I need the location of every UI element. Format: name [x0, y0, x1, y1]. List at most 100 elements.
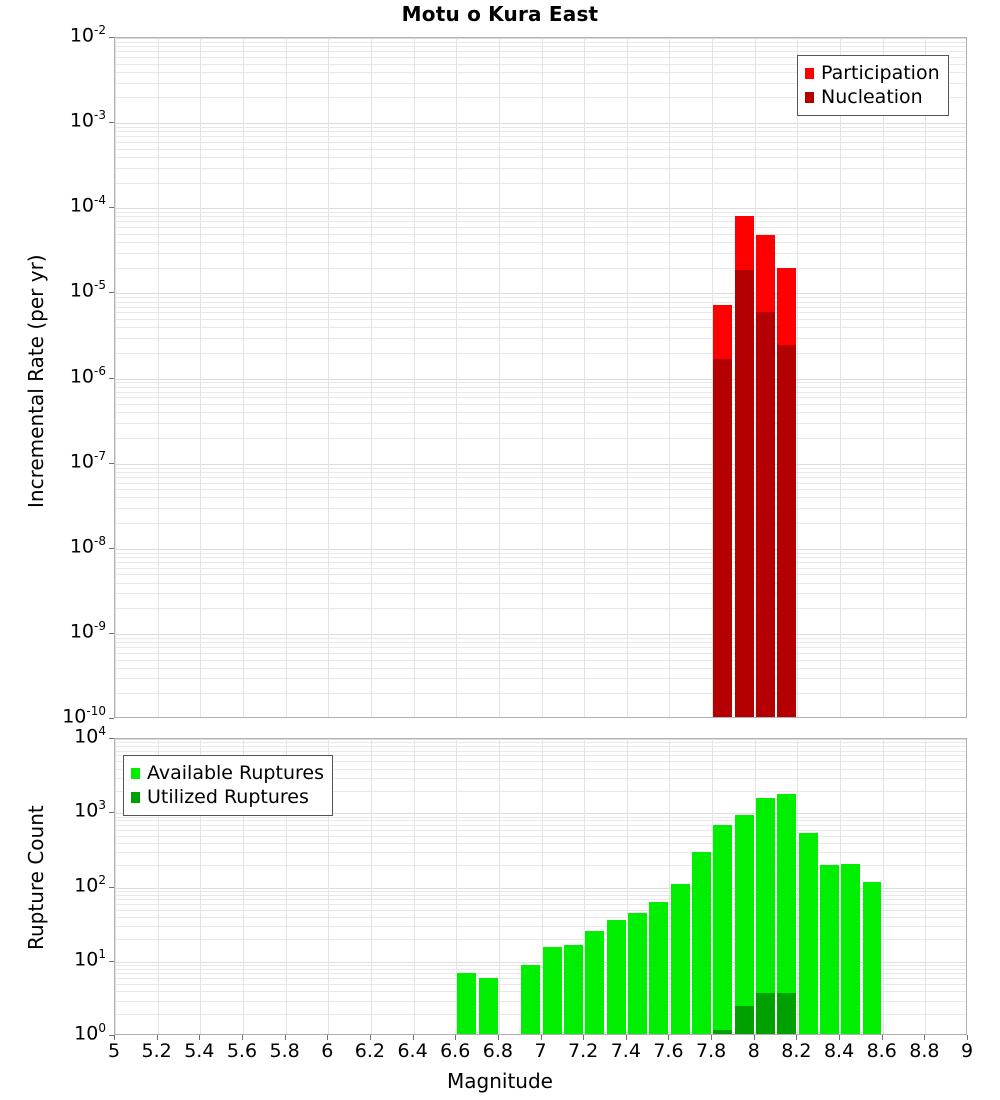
- x-axis-tick-label: 7: [534, 1040, 547, 1062]
- x-axis-tick-mark: [711, 1035, 713, 1040]
- x-axis-tick-mark: [668, 1035, 670, 1040]
- y-axis-tick-label: 104: [74, 724, 106, 748]
- bar: [649, 901, 669, 1034]
- x-axis-tick-label: 8.8: [909, 1040, 940, 1062]
- top-panel-y-axis-label: Incremental Rate (per yr): [24, 254, 48, 508]
- x-axis-tick-label: 5.4: [184, 1040, 215, 1062]
- legend-swatch-icon: [131, 767, 140, 779]
- bar: [841, 863, 861, 1034]
- bar: [606, 919, 626, 1034]
- y-axis-tick-mark: [109, 738, 114, 739]
- x-axis-tick-label: 6.2: [354, 1040, 385, 1062]
- bar-segment-nucleation: [734, 269, 754, 717]
- bar-segment-available-ruptures: [542, 946, 562, 1034]
- bar: [564, 944, 583, 1034]
- x-axis-tick-label: 8: [747, 1040, 760, 1062]
- y-axis-tick-label: 10-5: [69, 278, 106, 302]
- bar-segment-available-ruptures: [819, 865, 839, 1034]
- y-axis-tick-label: 10-7: [69, 448, 106, 472]
- bar: [585, 930, 605, 1034]
- y-axis-tick-label: 10-2: [69, 23, 106, 47]
- x-axis-tick-mark: [924, 1035, 926, 1040]
- bar-segment-utilized-ruptures: [755, 992, 775, 1034]
- bar-segment-utilized-ruptures: [734, 1006, 754, 1034]
- x-axis-tick-label: 6.6: [440, 1040, 471, 1062]
- bar: [670, 884, 690, 1034]
- x-axis-tick-mark: [369, 1035, 371, 1040]
- x-axis-tick-label: 5: [107, 1040, 121, 1062]
- legend-item: Available Ruptures: [131, 761, 324, 785]
- x-axis-tick-label: 5.2: [141, 1040, 172, 1062]
- y-axis-tick-mark: [109, 292, 114, 294]
- legend-swatch-icon: [805, 67, 814, 79]
- x-axis-tick-mark: [156, 1035, 158, 1040]
- bar-segment-available-ruptures: [628, 912, 647, 1034]
- bar: [777, 794, 797, 1034]
- x-axis-tick-mark: [412, 1035, 414, 1040]
- legend-label: Utilized Ruptures: [147, 786, 309, 808]
- x-axis-tick-mark: [881, 1035, 883, 1040]
- bar-segment-available-ruptures: [734, 814, 754, 1034]
- y-axis-tick-label: 10-6: [69, 363, 106, 387]
- x-axis-tick-label: 6.4: [397, 1040, 428, 1062]
- y-axis-tick-mark: [109, 632, 114, 634]
- bar: [628, 912, 647, 1034]
- bar-segment-nucleation: [713, 358, 733, 717]
- y-axis-tick-mark: [109, 207, 114, 209]
- bar-segment-available-ruptures: [777, 794, 797, 1034]
- bar: [457, 973, 477, 1034]
- x-axis-tick-mark: [753, 1035, 755, 1040]
- y-axis-tick-mark: [109, 377, 114, 379]
- x-axis-tick-mark: [114, 1035, 115, 1040]
- legend-swatch-icon: [131, 791, 140, 803]
- legend-label: Participation: [821, 62, 940, 84]
- y-axis-tick-mark: [109, 886, 114, 888]
- bar: [777, 267, 797, 717]
- x-axis-tick-mark: [796, 1035, 798, 1040]
- y-axis-tick-label: 102: [74, 872, 106, 896]
- page-title: Motu o Kura East: [401, 2, 599, 26]
- bar-segment-available-ruptures: [841, 863, 861, 1034]
- legend-item: Utilized Ruptures: [131, 785, 324, 809]
- bar: [521, 965, 541, 1034]
- bar-segment-available-ruptures: [606, 919, 626, 1034]
- x-axis-tick-label: 6.8: [482, 1040, 513, 1062]
- x-axis-tick-label: 9: [960, 1040, 974, 1062]
- bar-segment-available-ruptures: [585, 930, 605, 1034]
- bar-segment-available-ruptures: [798, 832, 818, 1034]
- legend-item: Nucleation: [805, 85, 940, 109]
- x-axis-tick-label: 8.4: [823, 1040, 855, 1062]
- bar-segment-available-ruptures: [670, 884, 690, 1034]
- x-axis-tick-label: 7.6: [653, 1040, 684, 1062]
- top-panel-plot-area: [114, 37, 967, 718]
- legend-swatch-icon: [805, 91, 814, 103]
- bar: [542, 946, 562, 1034]
- bar: [798, 832, 818, 1034]
- x-axis-tick-mark: [839, 1035, 841, 1040]
- x-axis-tick-label: 7.4: [610, 1040, 641, 1062]
- legend-label: Available Ruptures: [147, 762, 324, 784]
- y-axis-tick-mark: [109, 462, 114, 464]
- bar-segment-nucleation: [777, 344, 797, 717]
- y-axis-tick-mark: [109, 122, 114, 124]
- y-axis-tick-mark: [109, 812, 114, 814]
- y-axis-tick-label: 10-8: [69, 533, 106, 558]
- bar: [819, 865, 839, 1034]
- x-axis-tick-mark: [967, 1035, 968, 1040]
- x-axis-tick-mark: [497, 1035, 499, 1040]
- x-axis-tick-mark: [199, 1035, 201, 1040]
- x-axis-label: Magnitude: [447, 1069, 553, 1093]
- x-axis-tick-mark: [241, 1035, 243, 1040]
- bar-segment-available-ruptures: [755, 798, 775, 1034]
- bar: [734, 814, 754, 1034]
- y-axis-tick-mark: [109, 718, 114, 719]
- top-panel-legend: Participation Nucleation: [797, 55, 949, 116]
- legend-item: Participation: [805, 61, 940, 85]
- bar: [713, 304, 733, 717]
- y-axis-tick-label: 100: [74, 1021, 106, 1045]
- x-axis-tick-label: 7.8: [695, 1040, 727, 1062]
- x-axis-tick-label: 5.6: [226, 1040, 258, 1062]
- bar-segment-nucleation: [755, 312, 775, 717]
- bar-segment-available-ruptures: [649, 901, 669, 1034]
